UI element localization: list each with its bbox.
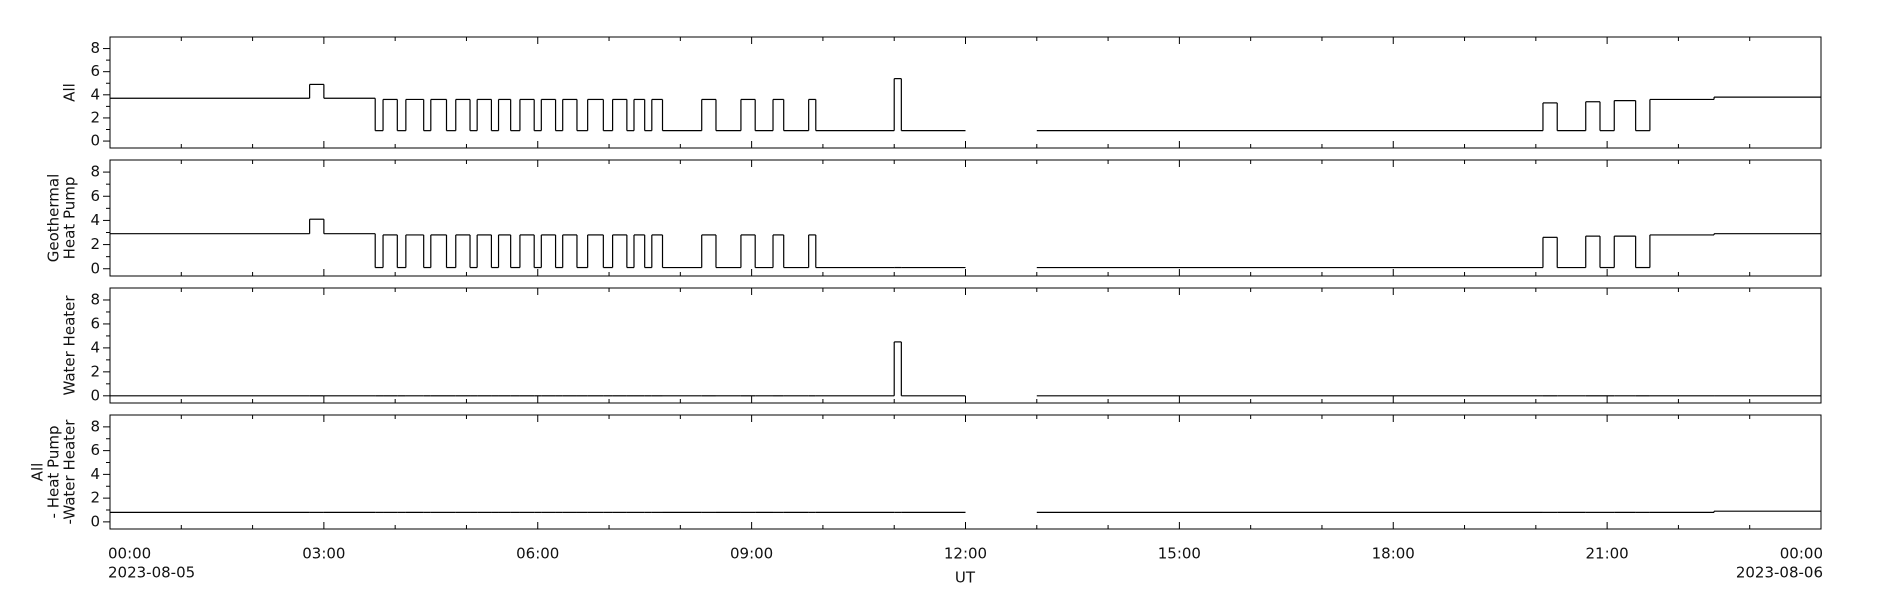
y-tick-label: 2 bbox=[90, 362, 100, 380]
panel: 0 2 4 6 8 All- Heat Pump-Water Heater bbox=[29, 414, 1822, 530]
y-axis-label: -Water Heater bbox=[61, 419, 79, 525]
y-tick-label: 6 bbox=[90, 441, 100, 459]
x-axis-label: UT bbox=[955, 569, 976, 587]
y-tick-label: 2 bbox=[90, 235, 100, 253]
x-tick-label: 00:00 bbox=[1780, 545, 1823, 563]
y-tick-label: 6 bbox=[90, 314, 100, 332]
y-axis-label: Geothermal bbox=[45, 174, 63, 263]
y-tick-label: 0 bbox=[90, 259, 100, 277]
x-tick-label: 00:00 bbox=[108, 545, 151, 563]
y-tick-label: 4 bbox=[90, 211, 100, 229]
y-tick-label: 2 bbox=[90, 108, 100, 126]
y-tick-label: 6 bbox=[90, 62, 100, 80]
y-tick-label: 8 bbox=[90, 417, 100, 435]
y-tick-label: 4 bbox=[90, 465, 100, 483]
y-tick-label: 0 bbox=[90, 386, 100, 404]
y-tick-label: 6 bbox=[90, 187, 100, 205]
y-axis-label: Water Heater bbox=[61, 295, 79, 396]
panel: 0 2 4 6 8 All bbox=[61, 36, 1822, 150]
y-axis-label: All bbox=[29, 463, 47, 482]
y-axis-label: All bbox=[61, 83, 79, 102]
x-tick-label: 15:00 bbox=[1158, 545, 1201, 563]
y-tick-label: 8 bbox=[90, 163, 100, 181]
x-tick-label: 12:00 bbox=[944, 545, 987, 563]
x-start-date: 2023-08-05 bbox=[108, 564, 195, 582]
x-tick-label: 09:00 bbox=[730, 545, 773, 563]
panel-frame bbox=[109, 36, 1822, 149]
y-tick-label: 2 bbox=[90, 489, 100, 507]
y-tick-label: 4 bbox=[90, 85, 100, 103]
panel-frame bbox=[109, 287, 1822, 404]
y-tick-label: 8 bbox=[90, 290, 100, 308]
y-tick-label: 8 bbox=[90, 39, 100, 57]
y-tick-label: 0 bbox=[90, 132, 100, 150]
panel: 0 2 4 6 8 Water Heater bbox=[61, 287, 1822, 404]
x-end-date: 2023-08-06 bbox=[1736, 564, 1823, 582]
y-tick-label: 4 bbox=[90, 338, 100, 356]
y-tick-label: 0 bbox=[90, 512, 100, 530]
y-axis-label: - Heat Pump bbox=[45, 426, 63, 519]
panel-frame bbox=[109, 159, 1822, 277]
y-axis-label: Heat Pump bbox=[61, 177, 79, 260]
x-tick-label: 21:00 bbox=[1586, 545, 1629, 563]
x-tick-label: 18:00 bbox=[1372, 545, 1415, 563]
x-tick-label: 06:00 bbox=[516, 545, 559, 563]
x-tick-label: 03:00 bbox=[302, 545, 345, 563]
